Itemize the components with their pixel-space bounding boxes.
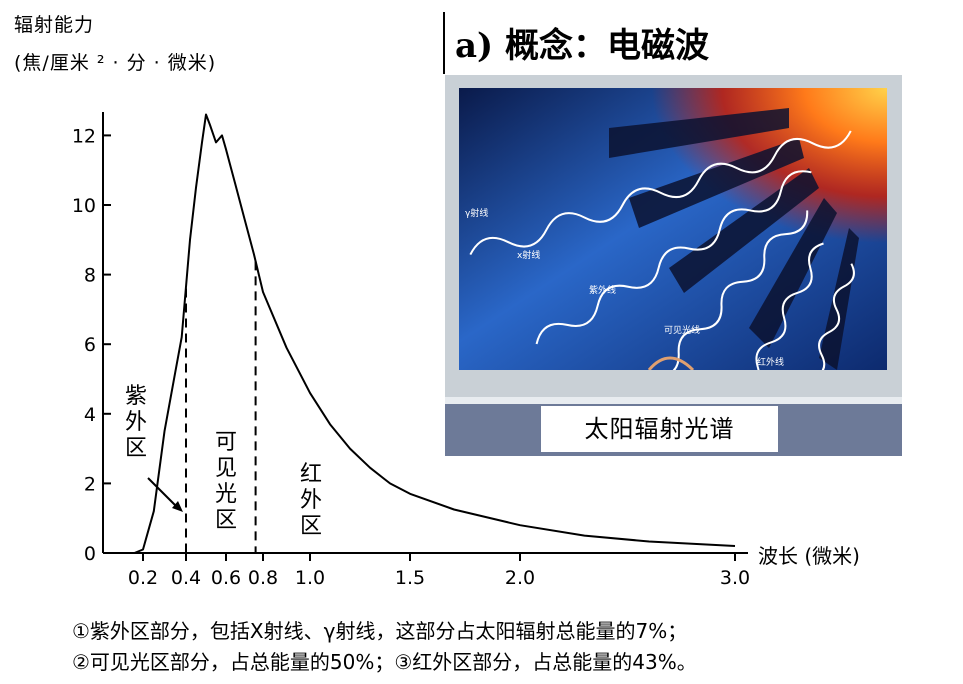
region-char: 区: [299, 514, 322, 539]
region-uv-label: 紫外区: [123, 384, 149, 462]
region-char: 可: [214, 430, 237, 455]
label-gamma: γ射线: [465, 207, 488, 219]
y-tick-label: 0: [84, 543, 96, 565]
label-infrared: 红外线: [757, 356, 784, 368]
y-tick-label: 2: [84, 473, 96, 495]
x-tick-label: 0.8: [248, 567, 278, 589]
region-char: 红: [299, 462, 322, 487]
note-line-2: ②可见光区部分，占总能量的50%；③红外区部分，占总能量的43%。: [72, 650, 697, 674]
y-tick-label: 6: [84, 334, 96, 356]
chart-series: [134, 113, 736, 554]
chart-ticks: 0 2 4 6 8 10 12 0.2 0.4 0.6 0.8 1.0 1.5 2.0 3.0: [72, 125, 750, 589]
region-char: 光: [214, 482, 237, 507]
region-char: 区: [214, 508, 237, 533]
spectrum-curve-0: [134, 113, 736, 554]
region-ir-label: 红外区: [298, 462, 324, 540]
image-caption: 太阳辐射光谱: [541, 406, 778, 452]
y-tick-label: 8: [84, 265, 96, 287]
region-char: 紫: [124, 384, 147, 409]
x-tick-label: 2.0: [505, 567, 535, 589]
region-char: 外: [124, 410, 147, 435]
uv-arrow-line: [147, 477, 177, 507]
x-tick-label: 0.6: [211, 567, 241, 589]
x-tick-label: 1.5: [395, 567, 425, 589]
label-visible: 可见光线: [664, 324, 700, 336]
y-axis-title-line1: 辐射能力: [14, 14, 95, 36]
y-tick-label: 12: [72, 125, 96, 147]
uv-pointer: [147, 477, 183, 512]
note-line-1: ①紫外区部分，包括X射线、γ射线，这部分占太阳辐射总能量的7%；: [72, 619, 688, 643]
chart-dividers: [185, 261, 257, 553]
y-tick-label: 10: [72, 195, 96, 217]
caption-band-top: [445, 397, 902, 404]
label-uv: 紫外线: [589, 284, 616, 296]
region-char: 区: [124, 436, 147, 461]
y-axis-title-line2: (焦/厘米 ² · 分 · 微米): [14, 52, 217, 74]
uv-arrow-head: [172, 501, 183, 512]
solar-radiation-illustration: γ射线 x射线 紫外线 可见光线 红外线: [459, 88, 887, 370]
y-tick-label: 4: [84, 404, 96, 426]
region-char: 见: [214, 456, 237, 481]
region-visible-label: 可见光区: [213, 430, 239, 534]
x-tick-label: 0.2: [128, 567, 158, 589]
chart-axes: [102, 112, 748, 554]
x-tick-label: 0.4: [171, 567, 201, 589]
title-divider: [443, 12, 445, 74]
region-char: 外: [299, 488, 322, 513]
label-xray: x射线: [517, 249, 540, 261]
concept-title: a) 概念：电磁波: [455, 26, 709, 66]
x-tick-label: 3.0: [720, 567, 750, 589]
x-tick-label: 1.0: [295, 567, 325, 589]
x-axis-unit: 波长 (微米): [758, 544, 860, 568]
